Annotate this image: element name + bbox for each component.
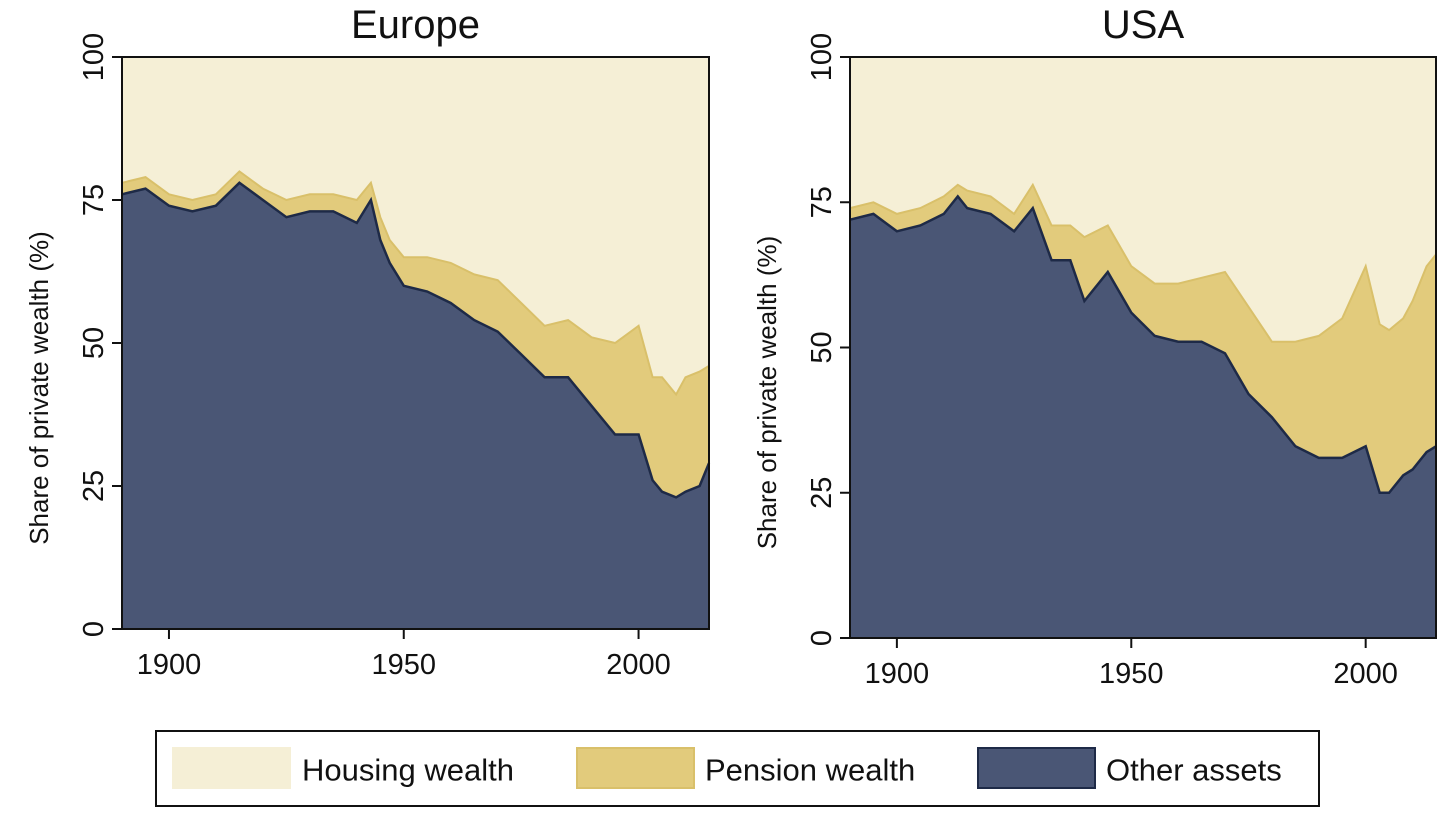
usa-xtick-label: 1900	[865, 658, 930, 690]
europe-title: Europe	[351, 3, 480, 47]
europe-xtick-label: 1950	[372, 649, 437, 681]
europe-xtick-label: 2000	[606, 649, 671, 681]
europe-ytick-label: 100	[78, 33, 110, 81]
legend-label-other-assets: Other assets	[1106, 753, 1282, 788]
europe-y-axis-label: Share of private wealth (%)	[24, 231, 54, 545]
legend-swatch-pension-wealth	[576, 747, 695, 789]
usa-xtick-label: 2000	[1333, 658, 1398, 690]
usa-title: USA	[1102, 3, 1185, 47]
usa-y-axis-label: Share of private wealth (%)	[752, 236, 782, 550]
usa-other-assets-edge	[849, 194, 1437, 495]
legend-swatch-housing-wealth	[172, 747, 291, 789]
europe-pension-wealth-edge	[121, 170, 710, 397]
europe-other-assets-area	[122, 182, 709, 630]
legend-label-housing-wealth: Housing wealth	[302, 753, 514, 788]
legend-label-pension-wealth: Pension wealth	[705, 753, 915, 788]
europe-ytick-label: 0	[78, 621, 110, 637]
europe-ytick-label: 50	[78, 327, 110, 359]
europe-other-assets-edge	[121, 181, 711, 499]
legend-swatch-other-assets	[977, 747, 1096, 789]
usa-ytick-label: 100	[806, 33, 838, 81]
usa-ytick-label: 25	[806, 477, 838, 509]
europe-xtick-label: 1900	[137, 649, 202, 681]
europe-pension-wealth-area	[122, 171, 709, 498]
usa-xtick-label: 1950	[1099, 658, 1164, 690]
usa-ytick-label: 75	[806, 186, 838, 218]
chart-panels: Europe 0 25 50 75 100 1900 1950 2000 Share of pri…	[24, 3, 1437, 690]
usa-other-assets-area	[850, 196, 1436, 638]
usa-pension-wealth-edge	[849, 182, 1437, 343]
europe-ytick-label: 75	[78, 184, 110, 216]
europe-ytick-label: 25	[78, 470, 110, 502]
legend-box	[155, 730, 1320, 807]
europe-panel: Europe 0 25 50 75 100 1900 1950 2000 Share of pri…	[24, 3, 711, 681]
legend: Housing wealth Pension wealth Other assets	[155, 730, 1320, 807]
usa-ytick-label: 50	[806, 331, 838, 363]
usa-panel: USA 0 25 50 75 100 1900 1950 2000 Share of privat…	[752, 3, 1437, 690]
usa-ytick-label: 0	[806, 630, 838, 646]
usa-pension-wealth-area	[850, 184, 1436, 493]
